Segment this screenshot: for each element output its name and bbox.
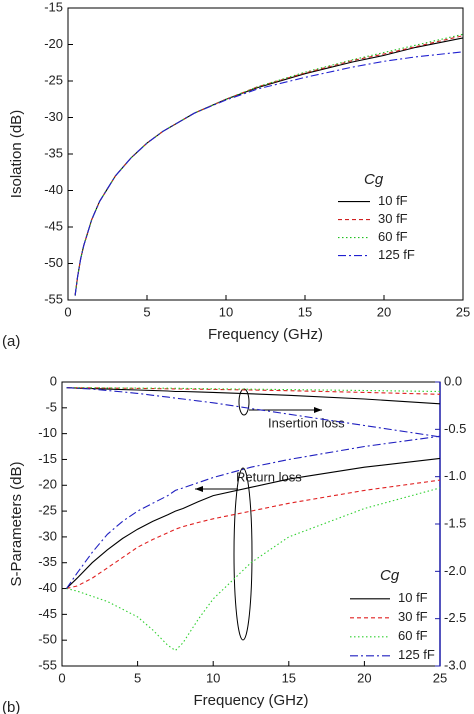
legend-title: Cg	[364, 171, 384, 188]
y2-tick-label: -2.0	[444, 563, 466, 578]
y2-tick-label: -2.5	[444, 610, 466, 625]
y-tick-label: -50	[38, 632, 57, 647]
legend-label: 10 fF	[398, 590, 428, 605]
legend-title: Cg	[380, 567, 400, 584]
y-tick-label: -50	[44, 255, 63, 270]
legend-label: 30 fF	[378, 211, 408, 226]
legend-label: 10 fF	[378, 193, 408, 208]
x-tick-label: 25	[456, 304, 470, 319]
annotation: Insertion loss	[268, 415, 345, 430]
x-tick-label: 20	[357, 670, 371, 685]
y-axis-label: Isolation (dB)	[8, 110, 25, 198]
series-line	[66, 387, 441, 405]
y-tick-label: -55	[38, 657, 57, 672]
panel-label: (b)	[2, 699, 20, 714]
x-tick-label: 0	[64, 304, 71, 319]
x-tick-label: 15	[298, 304, 312, 319]
y-tick-label: -10	[38, 425, 57, 440]
y-tick-label: 0	[50, 373, 57, 388]
legend-label: 125 fF	[398, 647, 435, 662]
y2-tick-label: -1.0	[444, 468, 466, 483]
series-line	[66, 387, 441, 393]
series-line	[74, 51, 464, 296]
y-tick-label: -25	[38, 503, 57, 518]
return-ellipse	[233, 467, 253, 641]
x-tick-label: 15	[282, 670, 296, 685]
y-tick-label: -35	[38, 554, 57, 569]
x-tick-label: 0	[58, 670, 65, 685]
y-tick-label: -25	[44, 72, 63, 87]
x-tick-label: 10	[206, 670, 220, 685]
annotation: Return loss	[236, 469, 302, 484]
y-tick-label: -30	[38, 528, 57, 543]
legend-label: 60 fF	[378, 229, 408, 244]
x-tick-label: 10	[219, 304, 233, 319]
annotation-shapes	[195, 388, 322, 641]
legend-label: 30 fF	[398, 609, 428, 624]
legend-label: 60 fF	[398, 628, 428, 643]
y-tick-label: -20	[44, 36, 63, 51]
series-line	[66, 479, 441, 590]
y-tick-label: -35	[44, 145, 63, 160]
y-tick-label: -15	[44, 0, 63, 14]
series-line	[66, 457, 441, 589]
x-axis-label: Frequency (GHz)	[208, 326, 323, 343]
y2-tick-label: -0.5	[444, 421, 466, 436]
y-tick-label: -40	[38, 580, 57, 595]
panel-label: (a)	[2, 333, 20, 350]
y-tick-label: -15	[38, 451, 57, 466]
y-tick-label: -30	[44, 109, 63, 124]
y-tick-label: -40	[44, 182, 63, 197]
y-axis-label: S-Parameters (dB)	[8, 461, 25, 586]
series-line	[66, 387, 441, 438]
y2-tick-label: -3.0	[444, 657, 466, 672]
y-tick-label: -20	[38, 477, 57, 492]
x-tick-label: 5	[134, 670, 141, 685]
x-axis-label: Frequency (GHz)	[193, 692, 308, 709]
y2-tick-label: -1.5	[444, 515, 466, 530]
y2-tick-label: 0.0	[444, 373, 462, 388]
y-tick-label: -45	[44, 218, 63, 233]
x-tick-label: 5	[143, 304, 150, 319]
series-line	[66, 387, 441, 395]
y-tick-label: -45	[38, 606, 57, 621]
y-tick-label: -55	[44, 291, 63, 306]
series-line	[66, 435, 441, 589]
legend-label: 125 fF	[378, 247, 415, 262]
y-tick-label: -5	[45, 399, 57, 414]
x-tick-label: 20	[377, 304, 391, 319]
x-tick-label: 25	[433, 670, 447, 685]
insertion-ellipse	[238, 388, 250, 416]
